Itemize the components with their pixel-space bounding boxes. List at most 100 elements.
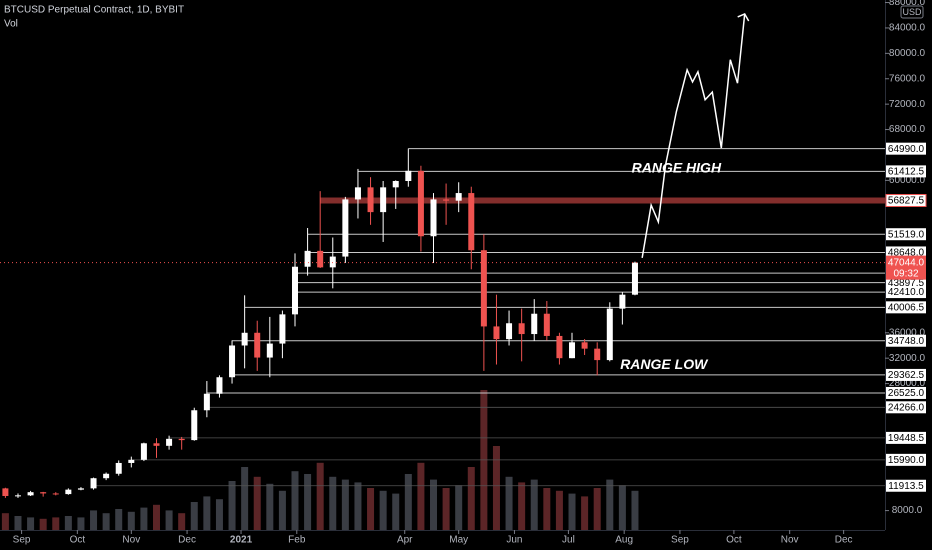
y-tick-label: 80000.0 <box>889 48 926 59</box>
level-label: 15990.0 <box>888 455 925 466</box>
volume-bar <box>530 479 538 530</box>
volume-bar <box>203 496 211 530</box>
x-tick-label: Feb <box>288 535 306 546</box>
volume-bar <box>329 476 337 530</box>
volume-bar <box>618 485 626 530</box>
x-tick-label: 2021 <box>230 535 253 546</box>
level-label-box <box>886 386 926 399</box>
current-price-label: 47044.0 <box>888 257 925 268</box>
candle-body <box>581 342 588 349</box>
candle-body <box>203 393 210 411</box>
candle-body <box>292 266 298 315</box>
volume-bar <box>518 482 526 530</box>
level-label: 11913.5 <box>888 481 924 492</box>
y-tick-label: 32000.0 <box>889 353 926 364</box>
candle-body <box>556 335 563 359</box>
level-label: 48648.0 <box>888 248 925 259</box>
level-label-box <box>886 431 926 444</box>
candle-body <box>115 462 122 474</box>
volume-bar <box>467 467 475 530</box>
candle-body <box>191 410 198 441</box>
volume-bar <box>64 516 72 530</box>
level-label: 24266.0 <box>888 402 925 413</box>
level-label: 43897.5 <box>888 278 925 289</box>
volume-bar <box>178 513 186 530</box>
y-tick-label: 84000.0 <box>889 23 926 34</box>
volume-bar <box>115 509 123 530</box>
candle-body <box>153 443 160 446</box>
volume-bar <box>152 504 160 530</box>
candle-body <box>468 193 475 251</box>
x-tick-label: Oct <box>70 535 86 546</box>
y-tick-label: 8000.0 <box>892 505 923 516</box>
x-tick-label: Sep <box>671 535 689 546</box>
currency-box <box>900 5 924 19</box>
level-label-box <box>886 246 926 259</box>
candle-body <box>166 438 173 446</box>
candle-body <box>417 170 424 237</box>
y-tick-label: 88000.0 <box>889 0 926 8</box>
countdown: 09:32 <box>893 268 918 279</box>
volume-bar <box>190 502 198 530</box>
x-tick-label: May <box>449 535 468 546</box>
volume-bar <box>606 479 614 530</box>
volume-bar <box>316 462 324 530</box>
candle-body <box>342 199 349 257</box>
candle-body <box>27 492 34 496</box>
candle-body <box>128 459 135 463</box>
y-tick-label: 68000.0 <box>889 124 926 135</box>
candle-body <box>380 187 387 213</box>
candle-body <box>52 493 59 495</box>
current-price-box <box>886 255 926 280</box>
volume-bar <box>417 462 425 530</box>
volume-bar <box>215 499 223 530</box>
candle-body <box>241 332 248 346</box>
x-tick-label: Dec <box>835 535 853 546</box>
volume-bar <box>52 517 60 530</box>
volume-bar <box>442 488 450 530</box>
volume-bar <box>392 493 400 530</box>
volume-bar <box>14 516 22 530</box>
candle-body <box>354 187 361 200</box>
volume-bar <box>543 488 551 530</box>
volume-bar <box>555 490 563 530</box>
volume-bar <box>291 471 299 530</box>
candle-body <box>405 170 412 181</box>
volume-bar <box>77 517 85 530</box>
level-label: 42410.0 <box>888 287 925 298</box>
level-label: 19448.5 <box>888 433 925 444</box>
candle-body <box>40 492 47 494</box>
candle-body <box>2 488 9 496</box>
candle-body <box>443 199 450 201</box>
x-tick-label: Jul <box>562 535 575 546</box>
volume-bar <box>404 474 412 530</box>
volume-bar <box>228 481 236 530</box>
candle-body <box>14 495 21 497</box>
candle-body <box>254 332 261 358</box>
level-label-box <box>886 142 926 155</box>
candle-body <box>65 489 72 495</box>
candle-body <box>329 256 336 268</box>
volume-bar <box>241 467 249 530</box>
candle-body <box>631 262 638 295</box>
candle-body <box>531 313 538 335</box>
candle-body <box>430 199 437 237</box>
level-label-box <box>886 453 926 466</box>
level-label-box <box>886 301 926 314</box>
chart-title: BTCUSD Perpetual Contract, 1D, BYBIT <box>4 5 184 16</box>
level-label-box <box>886 401 926 414</box>
candle-body <box>304 250 311 267</box>
y-tick-label: 76000.0 <box>889 73 926 84</box>
level-label-box <box>886 479 926 492</box>
level-label-box <box>886 165 926 178</box>
candle-body <box>518 323 525 335</box>
candle-body <box>493 326 500 340</box>
volume-bar <box>430 479 438 530</box>
level-band <box>320 197 885 204</box>
volume-bar <box>492 446 500 530</box>
x-tick-label: Nov <box>781 535 799 546</box>
x-tick-label: Apr <box>397 535 413 546</box>
y-tick-label: 28000.0 <box>889 378 926 389</box>
x-tick-label: Sep <box>13 535 31 546</box>
